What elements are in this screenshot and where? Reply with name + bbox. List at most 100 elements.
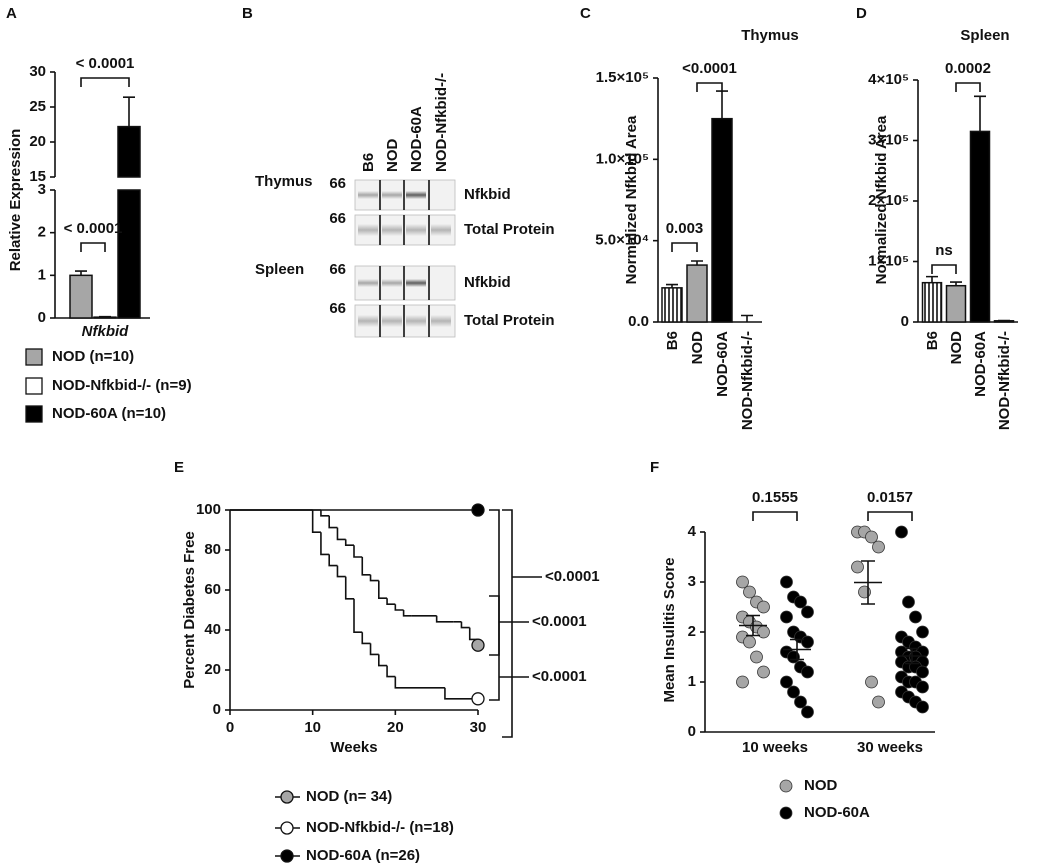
p-value: <0.0001 [682,60,737,77]
legend-marker [779,779,793,793]
survival-step [444,687,478,700]
survival-step [320,532,330,556]
data-point [736,575,749,589]
legend-label: NOD (n= 34) [306,788,392,805]
blot-band [382,191,402,199]
x-tick-label: 0 [226,719,234,736]
significance-bracket [502,509,542,738]
significance-bracket [752,511,798,521]
size-marker: 66 [329,300,346,317]
survival-step [369,574,379,582]
blot-band [382,315,402,327]
x-tick-label: NOD-Nfkbid-/- [996,331,1013,430]
error-bar [75,270,87,276]
data-point [794,595,807,609]
data-point [743,635,756,649]
legend-marker [779,806,793,820]
size-marker: 66 [329,175,346,192]
survival-step [386,665,396,678]
p-value: <0.0001 [532,668,587,685]
legend-marker [280,849,294,863]
data-point [916,625,929,639]
panel-letter: A [6,5,17,22]
data-point [750,650,763,664]
panel-letter: C [580,5,591,22]
x-tick-label: 30 weeks [857,739,923,756]
survival-step [369,643,379,656]
y-tick-label: 1 [38,266,46,283]
end-marker [471,503,485,517]
y-tick-label: 0 [901,313,909,330]
legend-swatch [25,348,43,366]
x-tick-label: NOD [689,331,706,365]
p-value: <0.0001 [545,568,600,585]
y-tick-label: 0 [213,701,221,718]
tissue-label: Thymus [255,173,313,190]
p-value: < 0.0001 [64,220,123,237]
survival-step [328,515,338,529]
significance-bracket [80,242,106,252]
bar [921,281,943,323]
blot-band [358,279,378,287]
band-label: Total Protein [464,221,555,238]
chart-title: Thymus [741,27,799,44]
data-point [794,695,807,709]
y-tick-label: 2×10⁵ [868,192,909,209]
x-tick-label: 30 [470,719,487,736]
error-bar [926,275,938,283]
blot-band [406,224,426,236]
data-point [872,540,885,554]
blot-band [358,191,378,199]
lane-label: NOD [384,139,401,173]
data-point [872,695,885,709]
y-tick-label: 80 [204,541,221,558]
blot-band [382,224,402,236]
survival-step [386,598,396,606]
y-tick-label: 2 [38,224,46,241]
legend-label: NOD-60A (n=26) [306,847,420,864]
blot-band [406,279,426,287]
end-marker [471,692,485,706]
error-bar [741,314,753,322]
y-tick-label: 20 [29,133,46,150]
panel-letter: B [242,5,253,22]
y-tick-label: 0.0 [628,313,649,330]
bar [969,130,991,323]
y-tick-label: 2 [688,623,696,640]
survival-step [361,557,371,576]
significance-bracket [696,82,723,92]
error-bar [974,95,986,132]
panel-letter: E [174,459,184,476]
y-tick-label: 4×10⁵ [868,71,909,88]
y-tick-label: 3 [38,181,46,198]
data-point [780,575,793,589]
survival-step [377,580,388,600]
bar [117,125,141,178]
p-value: < 0.0001 [76,55,135,72]
y-tick-label: 1.5×10⁵ [596,69,649,86]
blot-band [406,191,426,199]
y-tick-label: 100 [196,501,221,518]
significance-bracket [955,82,981,92]
survival-step [394,604,404,611]
y-axis-label: Normalized Nfkbid Area [873,115,890,284]
sem-bar [746,614,760,637]
data-point [865,675,878,689]
error-bar [950,281,962,286]
y-tick-label: 25 [29,98,46,115]
survival-step [336,565,346,578]
p-value: <0.0001 [532,613,587,630]
legend-swatch [25,405,43,423]
legend-swatch [25,377,43,395]
data-point [895,525,908,539]
panel-letter: F [650,459,659,476]
data-point [902,595,915,609]
x-axis-label: Weeks [330,739,377,756]
y-tick-label: 60 [204,581,221,598]
y-axis-label: Normalized Nfkbid Area [623,115,640,284]
significance-bracket [671,242,698,252]
y-tick-label: 4 [688,523,697,540]
blot-band [406,315,426,327]
chart-title: Spleen [960,27,1009,44]
